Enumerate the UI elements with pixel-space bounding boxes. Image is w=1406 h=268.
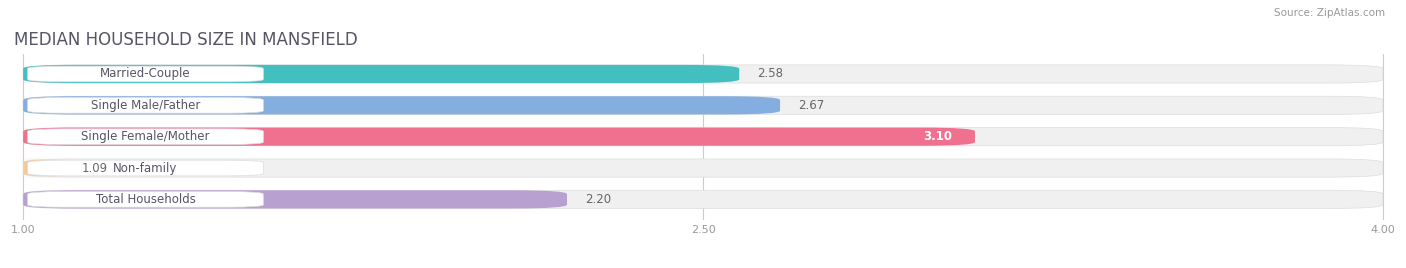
Text: Non-family: Non-family xyxy=(114,162,177,174)
FancyBboxPatch shape xyxy=(22,96,780,114)
Text: MEDIAN HOUSEHOLD SIZE IN MANSFIELD: MEDIAN HOUSEHOLD SIZE IN MANSFIELD xyxy=(14,31,357,49)
FancyBboxPatch shape xyxy=(10,159,77,177)
FancyBboxPatch shape xyxy=(22,96,1384,114)
FancyBboxPatch shape xyxy=(22,190,1384,209)
FancyBboxPatch shape xyxy=(28,160,263,176)
FancyBboxPatch shape xyxy=(28,129,263,144)
Text: 3.10: 3.10 xyxy=(924,130,952,143)
Text: Total Households: Total Households xyxy=(96,193,195,206)
Text: Married-Couple: Married-Couple xyxy=(100,68,191,80)
Text: 2.67: 2.67 xyxy=(799,99,824,112)
FancyBboxPatch shape xyxy=(22,65,740,83)
FancyBboxPatch shape xyxy=(28,66,263,82)
Text: Source: ZipAtlas.com: Source: ZipAtlas.com xyxy=(1274,8,1385,18)
FancyBboxPatch shape xyxy=(28,98,263,113)
FancyBboxPatch shape xyxy=(22,190,567,209)
FancyBboxPatch shape xyxy=(28,192,263,207)
Text: 2.58: 2.58 xyxy=(758,68,783,80)
Text: Single Female/Mother: Single Female/Mother xyxy=(82,130,209,143)
FancyBboxPatch shape xyxy=(22,128,974,146)
FancyBboxPatch shape xyxy=(22,128,1384,146)
Text: 1.09: 1.09 xyxy=(82,162,108,174)
FancyBboxPatch shape xyxy=(22,159,1384,177)
Text: Single Male/Father: Single Male/Father xyxy=(91,99,200,112)
Text: 2.20: 2.20 xyxy=(585,193,612,206)
FancyBboxPatch shape xyxy=(22,65,1384,83)
